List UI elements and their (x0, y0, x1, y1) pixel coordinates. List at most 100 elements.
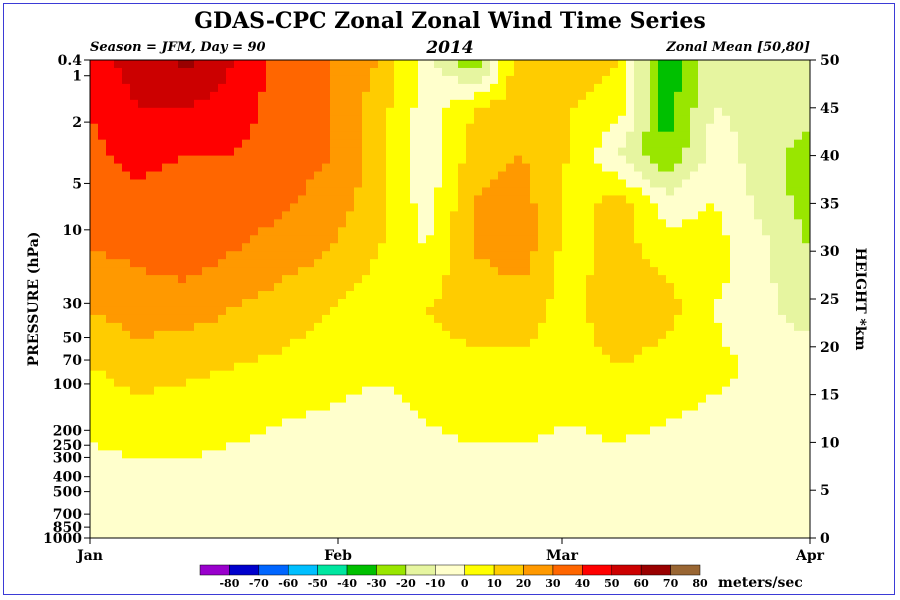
heatmap-cell (218, 442, 227, 451)
heatmap-cell (602, 235, 611, 244)
heatmap-cell (194, 402, 203, 412)
heatmap-cell (170, 506, 179, 515)
heatmap-cell (178, 330, 187, 340)
heatmap-cell (226, 195, 235, 204)
heatmap-cell (226, 259, 235, 268)
heatmap-cell (586, 299, 595, 308)
heatmap-cell (618, 466, 627, 475)
heatmap-cell (610, 211, 619, 220)
heatmap-cell (338, 187, 347, 197)
heatmap-cell (106, 338, 115, 348)
heatmap-cell (426, 482, 435, 491)
heatmap-cell (482, 267, 491, 276)
heatmap-cell (682, 299, 691, 308)
heatmap-cell (658, 115, 667, 125)
heatmap-cell (402, 163, 411, 173)
heatmap-cell (722, 370, 731, 380)
heatmap-cell (138, 418, 147, 428)
heatmap-cell (578, 506, 587, 515)
heatmap-cell (466, 354, 475, 364)
heatmap-cell (266, 267, 275, 276)
heatmap-cell (98, 498, 107, 507)
heatmap-cell (186, 402, 195, 412)
heatmap-cell (178, 490, 187, 499)
heatmap-cell (426, 410, 435, 420)
heatmap-cell (154, 283, 163, 292)
heatmap-cell (746, 291, 755, 300)
heatmap-cell (594, 60, 603, 69)
heatmap-cell (538, 179, 547, 189)
heatmap-cell (666, 330, 675, 340)
heatmap-cell (242, 131, 251, 141)
heatmap-cell (418, 227, 427, 236)
heatmap-cell (458, 67, 467, 77)
heatmap-cell (746, 482, 755, 491)
heatmap-cell (450, 466, 459, 475)
heatmap-cell (410, 442, 419, 451)
heatmap-cell (154, 506, 163, 515)
heatmap-cell (714, 107, 723, 117)
heatmap-cell (178, 235, 187, 244)
heatmap-cell (554, 243, 563, 252)
heatmap-cell (354, 155, 363, 165)
heatmap-cell (434, 378, 443, 388)
heatmap-cell (434, 466, 443, 475)
heatmap-cell (162, 251, 171, 260)
heatmap-cell (618, 203, 627, 212)
heatmap-cell (714, 227, 723, 236)
heatmap-cell (746, 163, 755, 173)
heatmap-cell (650, 386, 659, 396)
heatmap-cell (162, 187, 171, 197)
heatmap-cell (666, 506, 675, 515)
heatmap-cell (218, 123, 227, 133)
heatmap-cell (562, 514, 571, 523)
heatmap-cell (722, 450, 731, 459)
heatmap-cell (418, 60, 427, 69)
heatmap-cell (106, 123, 115, 133)
heatmap-cell (202, 195, 211, 204)
heatmap-cell (514, 482, 523, 491)
heatmap-cell (258, 163, 267, 173)
heatmap-cell (722, 107, 731, 117)
heatmap-cell (282, 490, 291, 499)
heatmap-cell (130, 171, 139, 181)
heatmap-cell (698, 60, 707, 69)
heatmap-cell (154, 123, 163, 133)
heatmap-cell (458, 131, 467, 141)
heatmap-cell (170, 322, 179, 332)
heatmap-cell (698, 466, 707, 475)
heatmap-cell (146, 155, 155, 165)
heatmap-cell (522, 370, 531, 380)
heatmap-cell (338, 83, 347, 93)
heatmap-cell (354, 418, 363, 428)
heatmap-cell (562, 458, 571, 467)
heatmap-cell (322, 530, 331, 538)
heatmap-cell (410, 60, 419, 69)
heatmap-cell (602, 131, 611, 141)
heatmap-cell (602, 99, 611, 109)
heatmap-cell (410, 139, 419, 149)
heatmap-cell (186, 322, 195, 332)
heatmap-cell (610, 378, 619, 388)
heatmap-cell (154, 386, 163, 396)
heatmap-cell (706, 522, 715, 531)
heatmap-cell (122, 506, 131, 515)
heatmap-cell (450, 450, 459, 459)
heatmap-cell (626, 418, 635, 428)
heatmap-cell (418, 179, 427, 189)
heatmap-cell (418, 203, 427, 212)
heatmap-cell (466, 314, 475, 324)
heatmap-cell (98, 195, 107, 204)
heatmap-cell (506, 187, 515, 197)
heatmap-cell (626, 60, 635, 69)
heatmap-cell (218, 179, 227, 189)
heatmap-cell (626, 147, 635, 157)
heatmap-cell (690, 434, 699, 443)
heatmap-cell (138, 386, 147, 396)
heatmap-cell (586, 195, 595, 204)
heatmap-cell (514, 362, 523, 372)
heatmap-cell (474, 394, 483, 404)
heatmap-cell (346, 306, 355, 316)
heatmap-cell (306, 490, 315, 499)
heatmap-cell (498, 299, 507, 308)
